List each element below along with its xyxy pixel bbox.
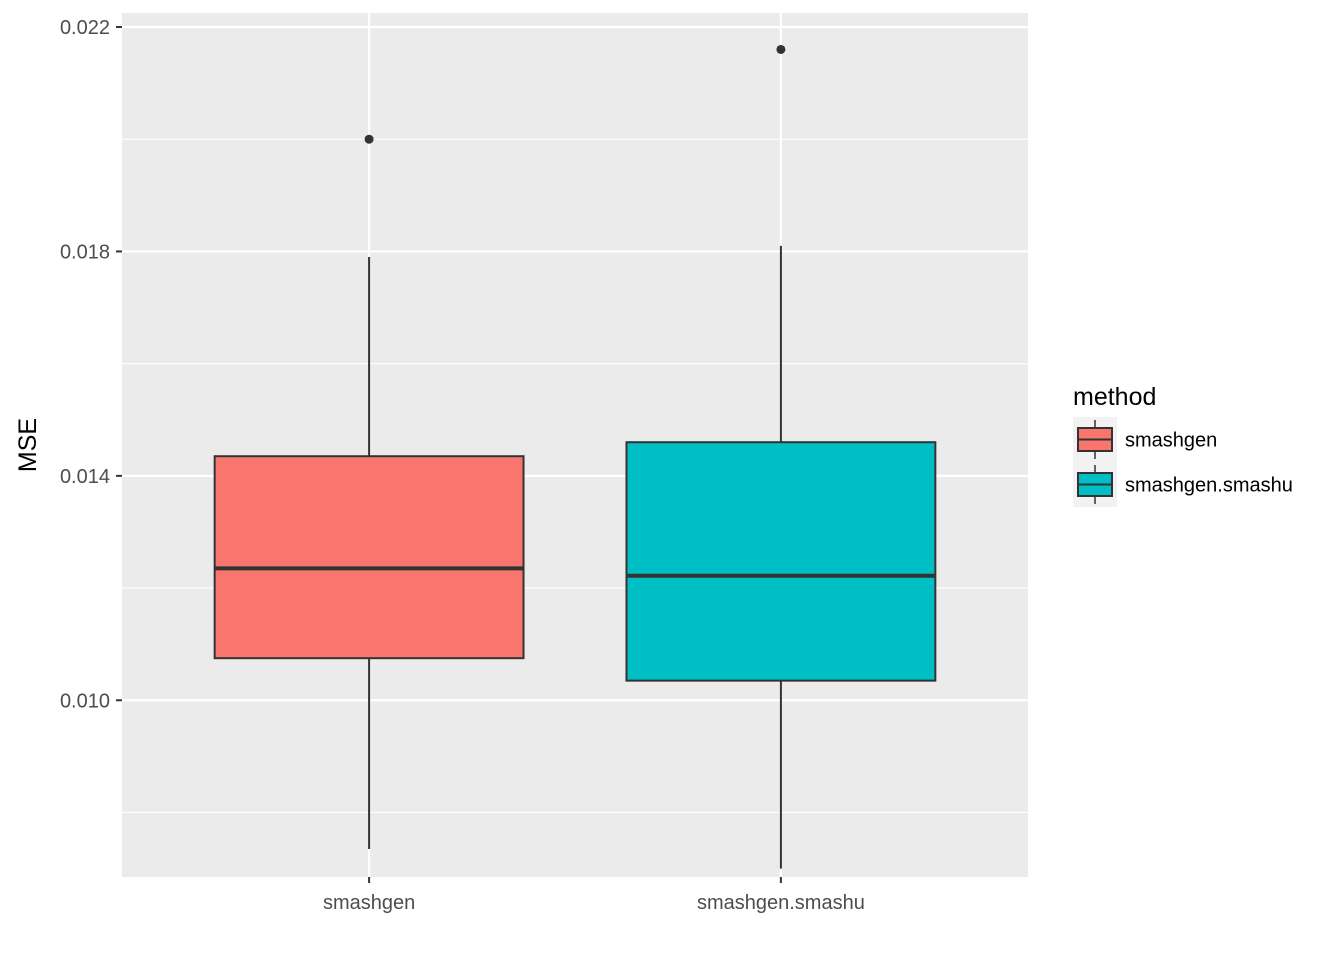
box-smashgen-smashu — [625, 44, 937, 869]
y-axis: 0.010 0.014 0.018 0.022 — [60, 17, 122, 712]
y-axis-title: MSE — [14, 418, 42, 472]
legend: method smashgen smashgen.smashu — [1073, 383, 1293, 507]
iqr-box — [625, 441, 937, 682]
y-tick-label: 0.014 — [60, 466, 110, 488]
x-tick-label: smashgen — [323, 892, 415, 914]
outlier-point — [364, 134, 374, 144]
legend-label: smashgen.smashu — [1125, 475, 1293, 497]
x-axis: smashgen smashgen.smashu — [323, 877, 865, 914]
iqr-box — [213, 455, 525, 660]
box-layer — [213, 44, 937, 869]
y-tick-label: 0.010 — [60, 690, 110, 712]
legend-item-smashgen: smashgen — [1073, 417, 1217, 462]
box-smashgen — [213, 134, 525, 849]
legend-label: smashgen — [1125, 430, 1217, 452]
outlier-point — [776, 44, 786, 54]
legend-item-smashgen-smashu: smashgen.smashu — [1073, 462, 1293, 507]
x-tick-label: smashgen.smashu — [697, 892, 865, 914]
y-tick-label: 0.018 — [60, 241, 110, 263]
legend-title: method — [1073, 383, 1156, 411]
y-tick-label: 0.022 — [60, 17, 110, 39]
